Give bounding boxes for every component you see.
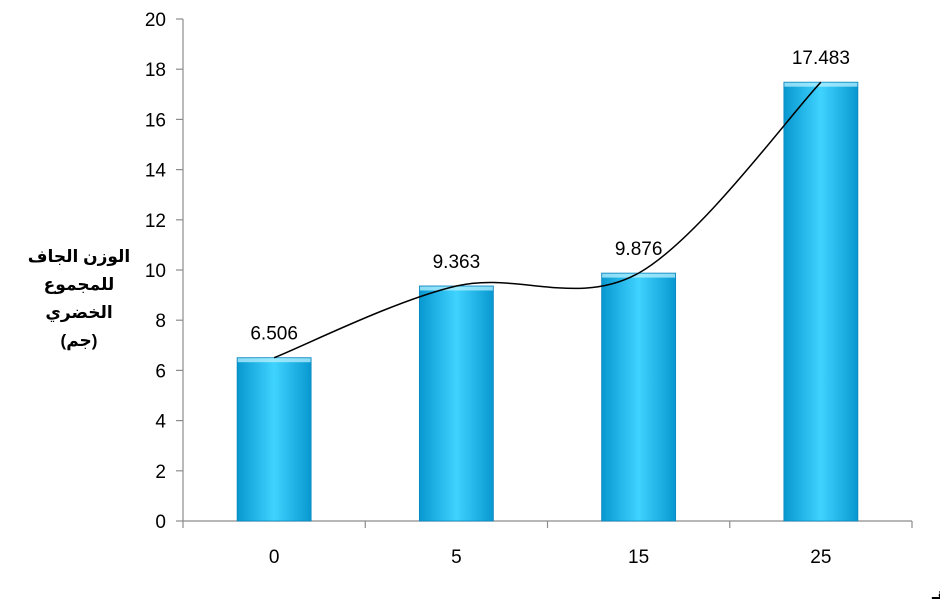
x-tick-label: 5 [451,547,462,568]
y-axis-title-line-4: (جم) [61,331,98,350]
data-label: 9.363 [433,252,481,273]
bar-highlight [237,358,311,363]
y-tick-label: 6 [155,361,166,382]
y-axis-title-line-3: الخضري [45,303,112,323]
y-tick-label: 20 [145,10,166,31]
x-tick-label: 25 [810,547,831,568]
data-label: 17.483 [792,48,850,69]
y-tick-label: 12 [145,211,166,232]
y-axis-title: الوزن الجاف للمجموع الخضري (جم) [28,247,130,350]
bar-25 [783,81,859,522]
trendline [273,81,822,359]
y-tick-label: 16 [145,110,166,131]
x-tick-label: 0 [269,547,280,568]
bar-0 [236,357,312,522]
bar-15 [601,272,677,522]
y-axis-title-line-2: للمجموع [44,275,115,295]
data-label: 9.876 [615,239,663,260]
bar-highlight [602,273,676,278]
x-axis-title: مستويات إضافة المادة العضوية (سماد الأغن… [931,584,940,603]
y-tick-label: 2 [155,462,166,483]
y-axis-title-line-1: الوزن الجاف [28,247,130,267]
x-tick-label: 15 [628,547,649,568]
y-tick-label: 14 [145,161,167,182]
y-tick-label: 10 [145,261,166,282]
y-tick-label: 4 [155,412,166,433]
bars [236,81,859,522]
labels: 0 2 4 6 8 10 12 14 16 18 20 6.506 0 9.363 5 9.876 15 17.4… [145,10,850,568]
bar-highlight [784,82,858,87]
y-tick-label: 0 [155,512,166,533]
data-label: 6.506 [250,324,298,345]
y-tick-label: 8 [155,311,166,332]
bar-highlight [419,286,493,291]
bar-5 [418,285,494,522]
trend-line [273,81,822,359]
y-tick-label: 18 [145,60,166,81]
